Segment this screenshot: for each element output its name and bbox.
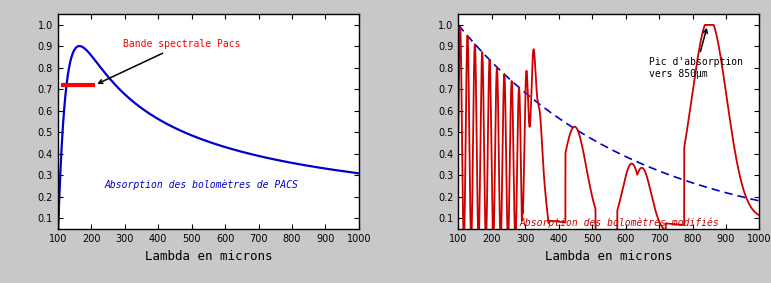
X-axis label: Lambda en microns: Lambda en microns [145,250,272,263]
Text: Pic d'absorption
vers 850μm: Pic d'absorption vers 850μm [649,29,743,79]
Text: Absorption des bolomètres de PACS: Absorption des bolomètres de PACS [105,180,298,190]
Text: Bande spectrale Pacs: Bande spectrale Pacs [99,39,241,83]
X-axis label: Lambda en microns: Lambda en microns [545,250,672,263]
Text: Absorption des bolomètres modifiés: Absorption des bolomètres modifiés [519,218,719,228]
